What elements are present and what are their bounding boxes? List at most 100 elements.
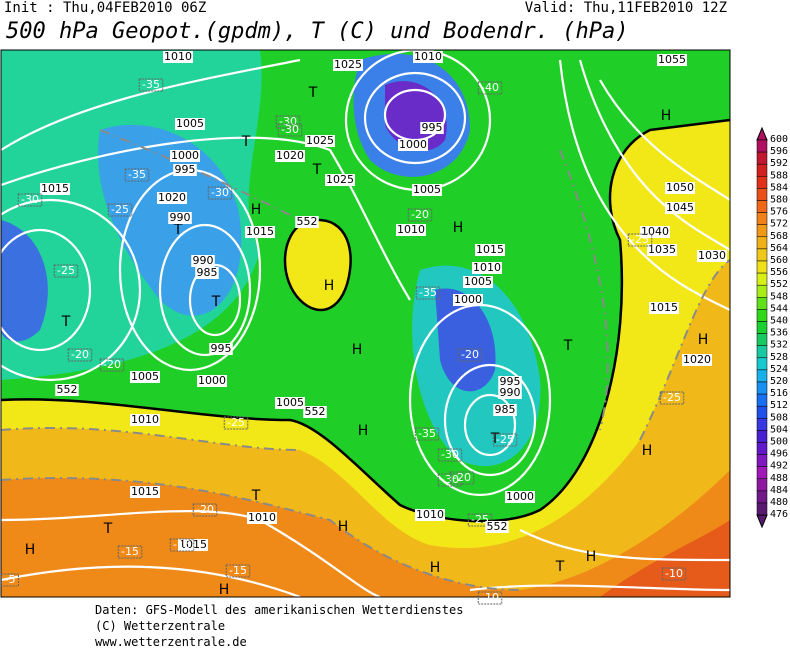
- isobar-label: 1010: [414, 50, 442, 63]
- temperature-label: -25: [663, 391, 681, 404]
- colorbar-label: 568: [770, 231, 788, 242]
- colorbar-band: [756, 357, 768, 371]
- pressure-center: T: [251, 488, 261, 504]
- isobar-label: 995: [211, 342, 232, 355]
- label-box: [107, 203, 133, 217]
- colorbar-band: [756, 490, 768, 504]
- label-box: [413, 51, 443, 63]
- colorbar-label: 596: [770, 146, 788, 157]
- isobar-label: 1005: [464, 275, 492, 288]
- colorbar-band: [756, 478, 768, 492]
- label-box: [407, 208, 433, 222]
- isobar-label: 1005: [131, 370, 159, 383]
- label-box: [170, 150, 200, 162]
- isobar-label: 1015: [179, 538, 207, 551]
- isobar-label: 1035: [648, 243, 676, 256]
- colorbar-label: 576: [770, 207, 788, 218]
- label-box: [178, 539, 208, 551]
- colorbar-band: [756, 284, 768, 298]
- colorbar-label: 544: [770, 303, 788, 314]
- isobar-label: 1005: [276, 396, 304, 409]
- label-box: [191, 255, 215, 267]
- label-box: [163, 51, 193, 63]
- contour-552: [1, 118, 730, 523]
- label-box: [437, 448, 463, 462]
- pressure-center: H: [338, 519, 349, 535]
- temperature-label: -30: [211, 186, 229, 199]
- isobar-label: 552: [305, 405, 326, 418]
- pressure-center: T: [173, 222, 183, 238]
- label-box: [195, 267, 219, 279]
- colorbar-band: [756, 236, 768, 250]
- colorbar-band: [756, 405, 768, 419]
- colorbar-label: 564: [770, 243, 788, 254]
- colorbar-label: 524: [770, 364, 788, 375]
- label-box: [225, 564, 251, 578]
- colorbar-band: [756, 309, 768, 322]
- colorbar-label: 520: [770, 376, 788, 387]
- label-box: [175, 118, 205, 130]
- isobar-label: 990: [170, 211, 191, 224]
- label-box: [498, 387, 522, 399]
- isobar-label: 1020: [683, 353, 711, 366]
- label-box: [223, 416, 249, 430]
- label-box: [472, 262, 502, 274]
- temperature-label: -15: [229, 564, 247, 577]
- isobar-label: 552: [487, 520, 508, 533]
- colorbar-band: [756, 151, 768, 165]
- label-box: [173, 164, 197, 176]
- label-box: [333, 59, 363, 71]
- colorbar-label: 480: [770, 497, 788, 508]
- temperature-label: -20: [196, 503, 214, 516]
- label-box: [627, 233, 653, 247]
- colorbar-label: 476: [770, 509, 788, 520]
- footer-line: www.wetterzentrale.de: [95, 635, 247, 648]
- isobar-label: 1045: [666, 201, 694, 214]
- label-box: [130, 414, 160, 426]
- temperature-label: -35: [418, 427, 436, 440]
- isobar-label: 995: [500, 375, 521, 388]
- label-box: [99, 358, 125, 372]
- pressure-center: H: [25, 542, 36, 558]
- colorbar-band: [756, 321, 768, 334]
- isobar-label: 1025: [326, 173, 354, 186]
- label-box: [649, 302, 679, 314]
- isobars: [1, 50, 730, 597]
- temperature-label: -25: [111, 203, 129, 216]
- isobar-label: 1025: [306, 134, 334, 147]
- isobar-label: 1040: [641, 225, 669, 238]
- label-box: [305, 135, 335, 147]
- label-box: [138, 78, 164, 92]
- isobar-label: 1015: [131, 485, 159, 498]
- label-box: [453, 294, 483, 306]
- map-labels: HHHHHHHHHHHHHTTTTTTTTTTT1010102510101005…: [1, 50, 727, 605]
- colorbar-label: 536: [770, 328, 788, 339]
- colorbar-label: 556: [770, 267, 788, 278]
- colorbar-label: 540: [770, 316, 788, 327]
- label-box: [657, 54, 687, 66]
- colorbar-band: [756, 333, 768, 346]
- isobar-label: 990: [500, 386, 521, 399]
- label-box: [493, 404, 517, 416]
- label-box: [295, 216, 319, 228]
- colorbar-label: 512: [770, 400, 788, 411]
- pressure-center: H: [324, 278, 335, 294]
- label-box: [659, 391, 685, 405]
- pressure-center: H: [453, 220, 464, 236]
- colorbar-label: 580: [770, 195, 788, 206]
- isobar-label: 995: [422, 121, 443, 134]
- colorbar-label: 488: [770, 473, 788, 484]
- temperature-label: -25: [631, 233, 649, 246]
- label-box: [275, 397, 305, 409]
- label-box: [207, 186, 233, 200]
- isobar-label: 1010: [248, 511, 276, 524]
- temperature-label: -35: [142, 78, 160, 91]
- colorbar-band: [756, 212, 768, 225]
- label-box: [420, 122, 444, 134]
- warm-air: [1, 470, 730, 597]
- isobar-label: 1000: [198, 374, 226, 387]
- colorbar-label: 504: [770, 424, 788, 435]
- isobar-label: 1055: [658, 53, 686, 66]
- isobar-label: 1010: [164, 50, 192, 63]
- label-box: [192, 503, 218, 517]
